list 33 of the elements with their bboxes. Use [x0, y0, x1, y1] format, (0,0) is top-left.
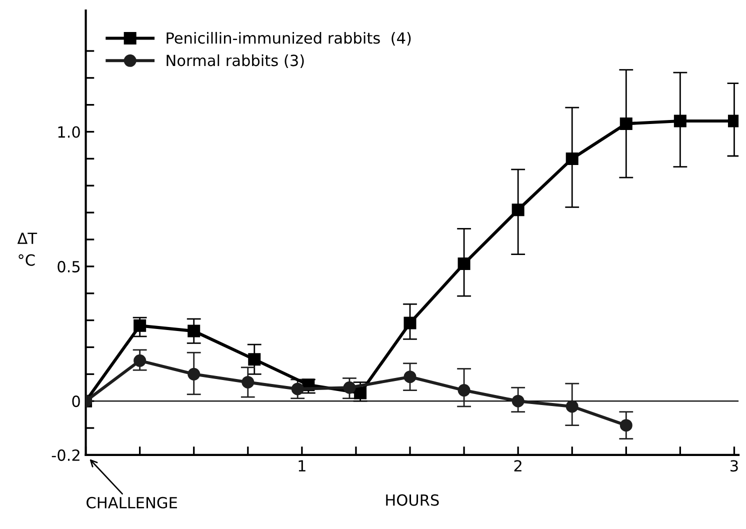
point — [291, 382, 304, 396]
point — [188, 368, 200, 380]
point — [134, 354, 146, 367]
point — [620, 419, 632, 432]
y-tick-label: 0.5 — [58, 260, 80, 272]
legend-label: Normal rabbits (3) — [166, 54, 304, 68]
y-axis-title: ΔT °C — [17, 232, 38, 266]
point — [566, 152, 578, 165]
point — [512, 204, 524, 216]
point — [458, 384, 470, 397]
y-tick-label: 1.0 — [58, 126, 80, 138]
x-tick-label: 2 — [514, 460, 522, 472]
point — [404, 316, 416, 330]
point — [343, 381, 356, 394]
point — [404, 370, 416, 384]
y-tick-label: 0 — [72, 396, 80, 408]
legend-label: Penicillin-immunized rabbits (4) — [166, 32, 411, 46]
x-tick-label: 3 — [730, 460, 738, 472]
x-axis-title: HOURS — [386, 494, 439, 506]
point — [620, 117, 632, 130]
point — [674, 114, 686, 128]
y-tick-label: -0.2 — [52, 449, 80, 461]
point — [458, 257, 470, 270]
x-tick-label: 1 — [298, 460, 306, 472]
point — [242, 376, 254, 388]
text: CHALLENGE — [86, 496, 177, 508]
point — [248, 353, 261, 366]
point — [134, 319, 146, 332]
point — [512, 394, 524, 408]
point — [566, 400, 578, 413]
point — [728, 114, 739, 128]
point — [354, 386, 367, 400]
point — [188, 324, 200, 338]
